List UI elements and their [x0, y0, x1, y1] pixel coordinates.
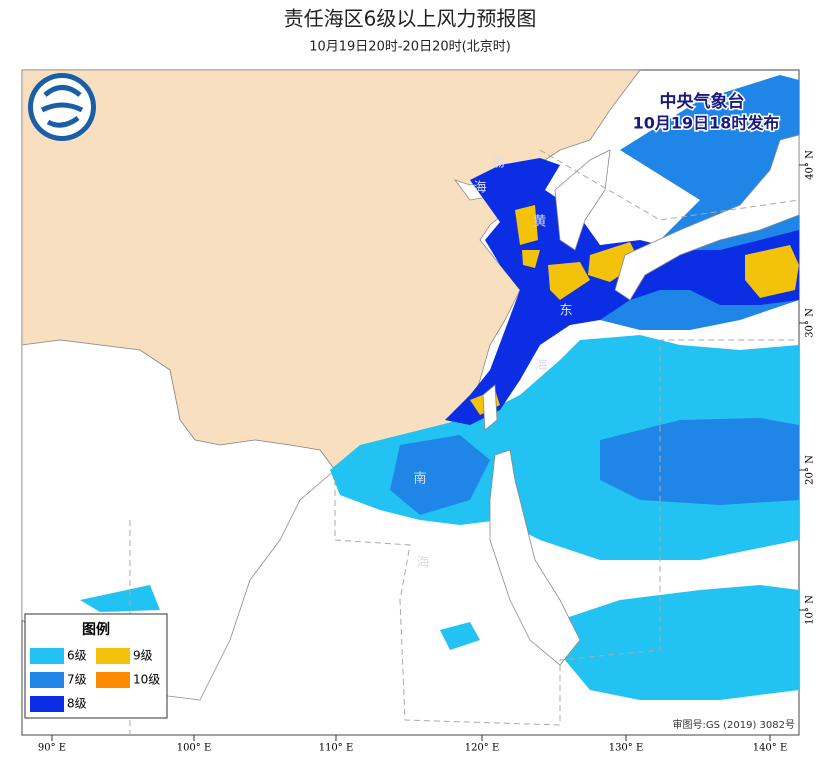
legend-label: 10级: [133, 673, 160, 687]
korea: [554, 149, 611, 251]
map: 中央气象台 10月19日18时发布 审图号:GS (2019) 3082号 图例…: [21, 69, 800, 736]
boundaries: [129, 149, 800, 735]
sea-label: 黄: [533, 215, 546, 230]
issuer-time: 10月19日18时发布: [633, 114, 780, 133]
zone-6-south: [80, 585, 799, 700]
legend-swatch: [30, 648, 64, 664]
legend-label: 6级: [67, 649, 87, 663]
lat-label: 40° N: [805, 150, 816, 180]
lon-label: 120° E: [465, 743, 500, 754]
legend-label: 8级: [67, 697, 87, 711]
legend-label: 9级: [133, 649, 153, 663]
lon-label: 140° E: [753, 743, 788, 754]
title: 责任海区6级以上风力预报图: [284, 7, 537, 31]
islands: [482, 384, 581, 666]
legend: 图例 6级 7级 8级 9级 10级: [24, 613, 168, 719]
issuer-name: 中央气象台: [660, 91, 745, 112]
approval: 审图号:GS (2019) 3082号: [672, 718, 795, 731]
lat-label: 20° N: [805, 455, 816, 485]
lon-label: 90° E: [38, 743, 66, 754]
legend-title: 图例: [82, 621, 110, 638]
logo-mark: [40, 85, 84, 128]
sea-label: 海: [416, 556, 429, 571]
sea-label: 渤: [491, 155, 504, 171]
lat-label: 10° N: [805, 595, 816, 625]
legend-swatch: [96, 648, 130, 664]
lat-label: 30° N: [805, 308, 816, 338]
subtitle: 10月19日20时-20日20时(北京时): [309, 40, 511, 55]
zone-7: [390, 418, 799, 515]
legend-swatch: [30, 672, 64, 688]
legend-label: 7级: [67, 673, 87, 687]
japan: [614, 134, 800, 301]
logo: [28, 73, 96, 141]
legend-swatch: [96, 672, 130, 688]
sea-label: 东: [559, 304, 572, 319]
sea-label: 海: [473, 181, 486, 196]
lon-label: 130° E: [609, 743, 644, 754]
lon-label: 100° E: [177, 743, 212, 754]
lon-label: 110° E: [319, 743, 354, 754]
sea-label: 海: [534, 359, 547, 374]
legend-swatch: [30, 696, 64, 712]
sea-label: 南: [413, 471, 426, 487]
